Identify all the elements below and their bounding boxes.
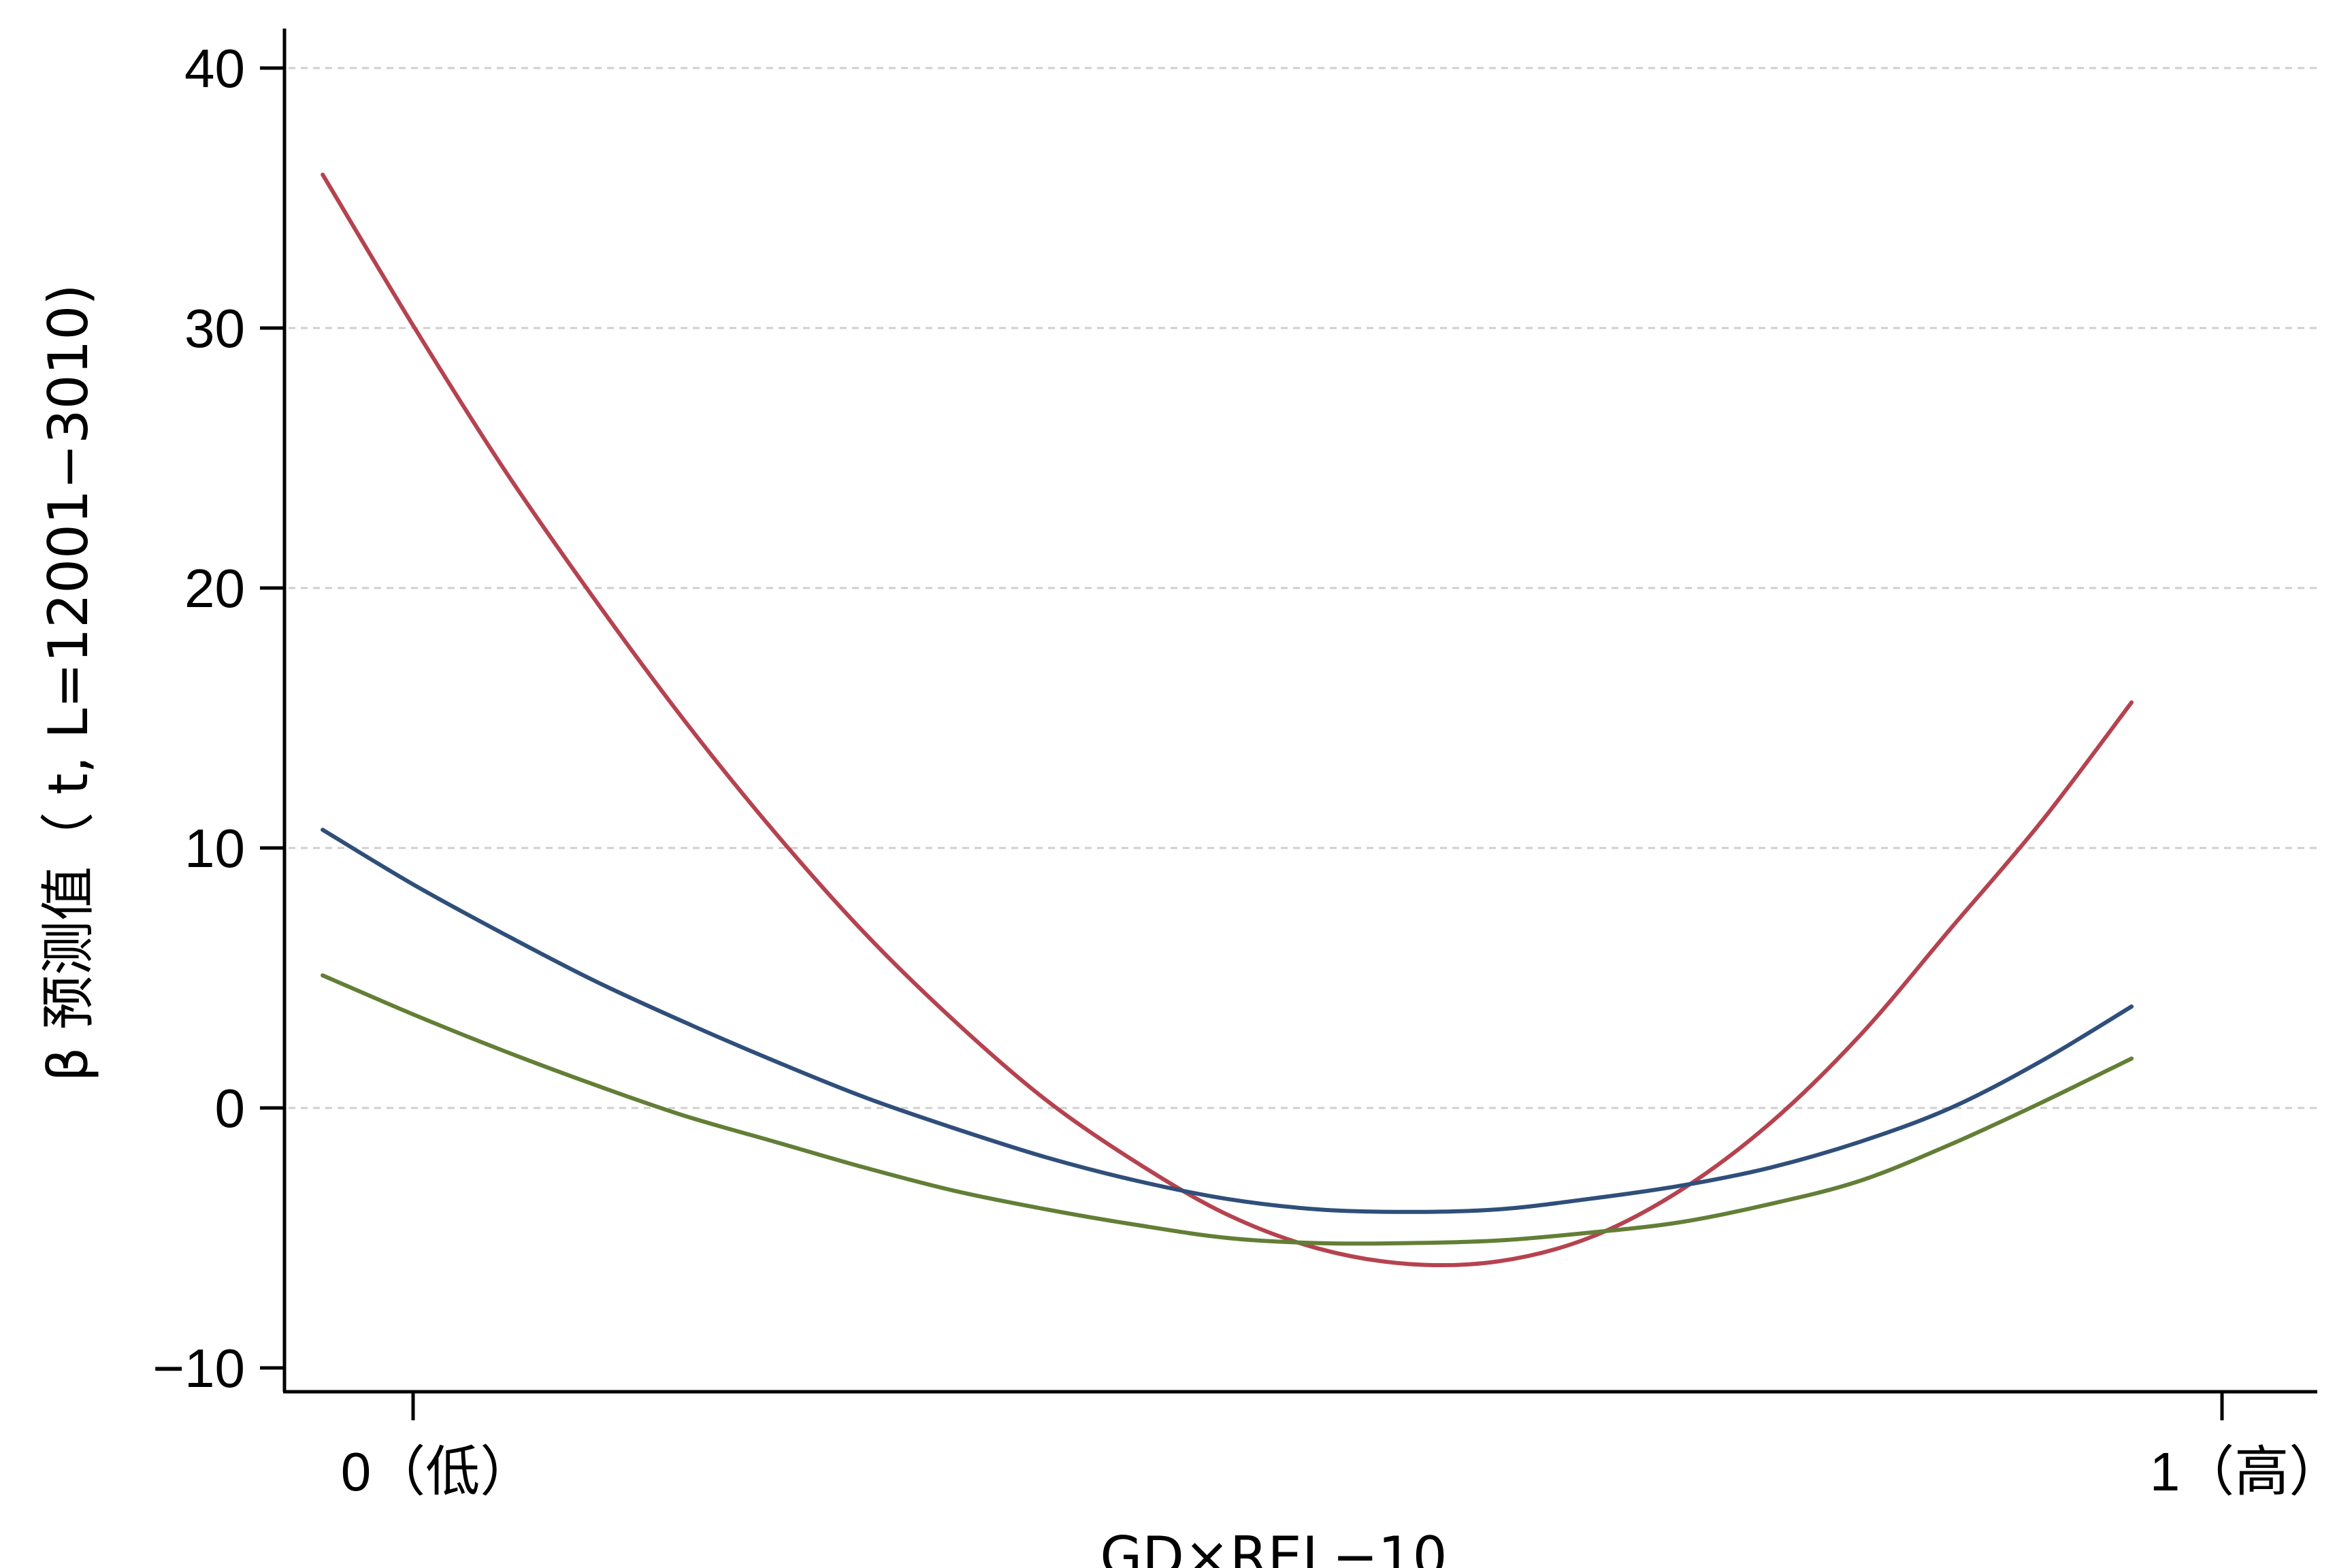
- y-axis-title: β 预测值（ t, L=12001−3010): [37, 284, 100, 1081]
- x-ticks: 0（低） 1（高）: [341, 1392, 2344, 1502]
- series-lines: [321, 172, 2134, 1268]
- series-line-3: [321, 973, 2134, 1246]
- y-tick-label: 30: [184, 298, 245, 359]
- series-line-2: [321, 828, 2134, 1214]
- x-axis-title: GD×REL−10: [1100, 1525, 1447, 1568]
- axes: [282, 29, 2317, 1394]
- y-tick-label: 40: [184, 38, 245, 99]
- y-tick-label: 20: [184, 558, 245, 619]
- x-tick-label: 0（低）: [341, 1441, 535, 1502]
- series-line-1: [321, 172, 2134, 1268]
- grid-lines: [289, 67, 2317, 1109]
- y-ticks: −10 0 10 20 30 40: [152, 38, 284, 1399]
- y-tick-label: −10: [152, 1338, 245, 1399]
- y-tick-label: 0: [215, 1078, 246, 1139]
- x-tick-label: 1（高）: [2150, 1441, 2344, 1502]
- y-tick-label: 10: [184, 818, 245, 879]
